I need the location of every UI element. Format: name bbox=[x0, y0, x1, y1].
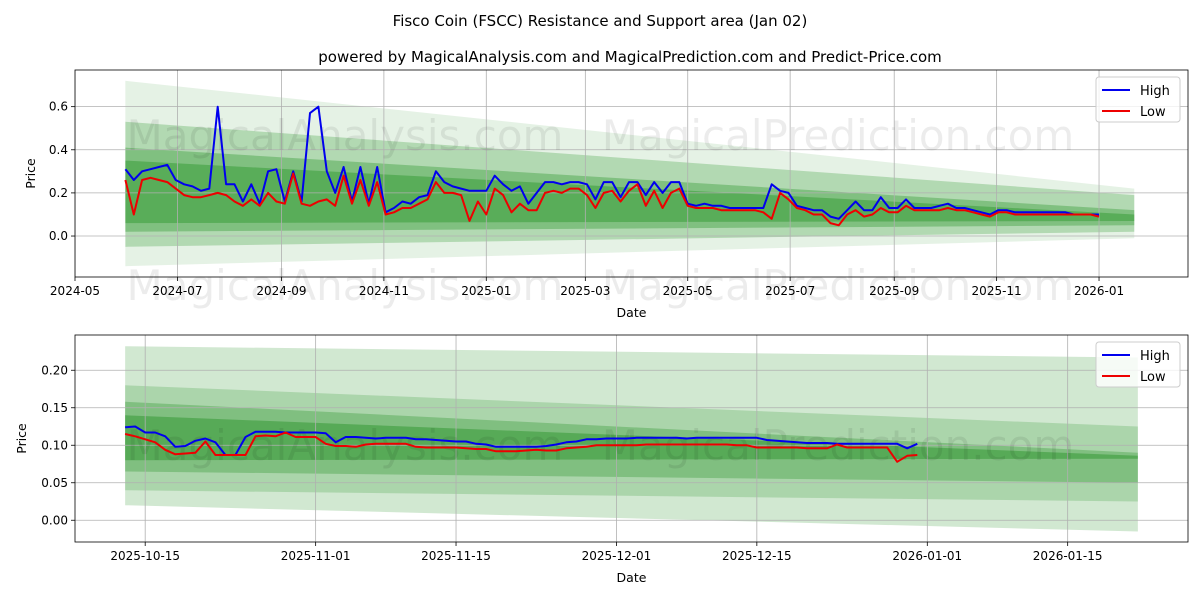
chart-2: MagicalAnalysis.com MagicalPrediction.com… bbox=[14, 334, 1189, 585]
x-tick-label: 2026-01-01 bbox=[892, 549, 962, 563]
x-tick-label: 2025-05 bbox=[663, 284, 713, 298]
series-line-low bbox=[124, 431, 918, 463]
y-tick-label: 0.20 bbox=[41, 363, 68, 377]
y-tick-label: 0.10 bbox=[41, 438, 68, 452]
y-tick-label: 0.00 bbox=[41, 513, 68, 527]
plot-area: MagicalAnalysis.com MagicalPrediction.com bbox=[75, 70, 1188, 277]
support-resistance-band-1 bbox=[125, 80, 1135, 267]
plot-area: MagicalAnalysis.com MagicalPrediction.com bbox=[75, 335, 1188, 542]
y-tick-label: 0.6 bbox=[49, 100, 68, 114]
x-tick-label: 2026-01 bbox=[1074, 284, 1124, 298]
legend: High Low bbox=[1095, 341, 1181, 388]
support-resistance-band-4 bbox=[125, 160, 1135, 224]
support-resistance-band-2 bbox=[125, 385, 1138, 502]
legend-label-high: High bbox=[1140, 84, 1170, 99]
chart-title: Fisco Coin (FSCC) Resistance and Support… bbox=[393, 12, 808, 30]
series-line-low bbox=[124, 172, 1100, 227]
x-tick-label: 2025-12-01 bbox=[582, 549, 652, 563]
legend-label-low: Low bbox=[1140, 370, 1166, 385]
x-tick-label: 2024-05 bbox=[50, 284, 100, 298]
x-axis-label: Date bbox=[617, 305, 647, 320]
x-tick-label: 2025-03 bbox=[560, 284, 610, 298]
x-tick-label: 2025-01 bbox=[461, 284, 511, 298]
watermark-text: MagicalPrediction.com bbox=[602, 111, 1075, 160]
x-tick-label: 2025-11 bbox=[972, 284, 1022, 298]
support-resistance-band-2 bbox=[125, 121, 1135, 247]
y-tick-label: 0.05 bbox=[41, 476, 68, 490]
chart-1: MagicalAnalysis.com MagicalPrediction.com… bbox=[23, 69, 1189, 320]
legend: High Low bbox=[1095, 76, 1181, 123]
x-tick-label: 2024-07 bbox=[152, 284, 202, 298]
watermark-text: MagicalAnalysis.com bbox=[127, 111, 564, 160]
y-tick-label: 0.15 bbox=[41, 401, 68, 415]
watermark-text: MagicalPrediction.com bbox=[602, 261, 1075, 310]
y-tick-label: 0.4 bbox=[49, 143, 68, 157]
y-axis-label: Price bbox=[14, 423, 29, 454]
support-resistance-band-3 bbox=[125, 401, 1138, 483]
legend-label-low: Low bbox=[1140, 105, 1166, 120]
y-axis-label: Price bbox=[23, 158, 38, 189]
x-tick-label: 2025-12-15 bbox=[722, 549, 792, 563]
watermark-text: MagicalAnalysis.com bbox=[127, 261, 564, 310]
x-tick-label: 2025-11-01 bbox=[281, 549, 351, 563]
x-axis-label: Date bbox=[617, 570, 647, 585]
x-tick-label: 2025-10-15 bbox=[110, 549, 180, 563]
axes-frame bbox=[74, 334, 1189, 543]
x-tick-label: 2024-09 bbox=[256, 284, 306, 298]
x-tick-label: 2024-11 bbox=[359, 284, 409, 298]
chart-subtitle: powered by MagicalAnalysis.com and Magic… bbox=[318, 48, 942, 66]
x-tick-label: 2026-01-15 bbox=[1033, 549, 1103, 563]
series-line-high bbox=[125, 425, 918, 456]
y-tick-label: 0.0 bbox=[49, 229, 68, 243]
axes-frame bbox=[74, 69, 1189, 278]
x-tick-label: 2025-09 bbox=[869, 284, 919, 298]
legend-label-high: High bbox=[1140, 349, 1170, 364]
x-tick-label: 2025-07 bbox=[765, 284, 815, 298]
x-tick-label: 2025-11-15 bbox=[421, 549, 491, 563]
y-tick-label: 0.2 bbox=[49, 186, 68, 200]
